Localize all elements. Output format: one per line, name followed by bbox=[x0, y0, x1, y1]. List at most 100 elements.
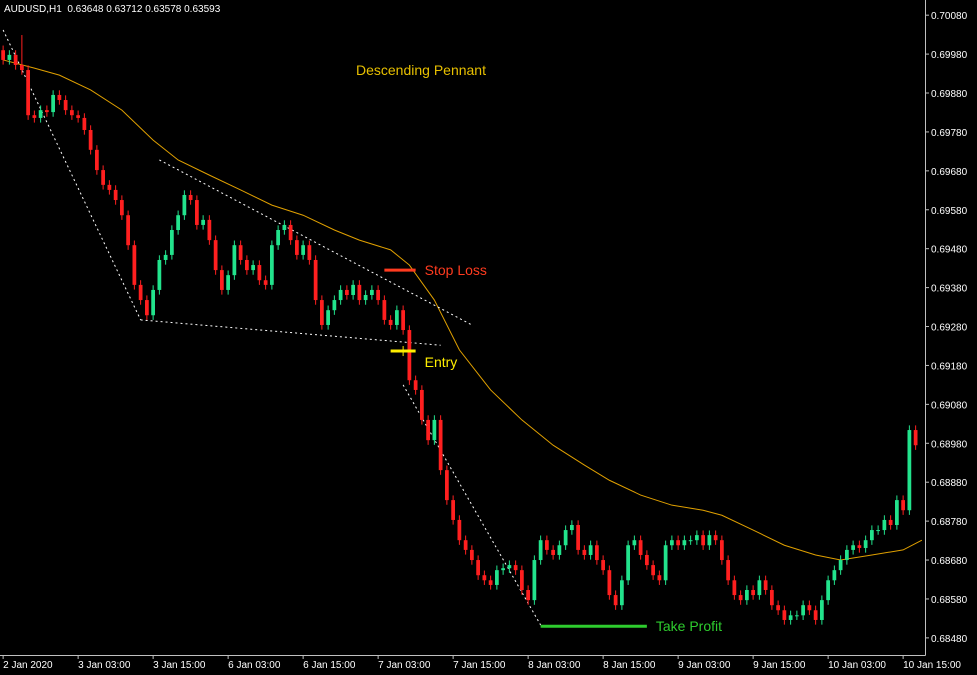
candle-body bbox=[770, 590, 774, 606]
candle-body bbox=[157, 259, 162, 290]
candle-body bbox=[676, 540, 680, 546]
candle-body bbox=[620, 580, 624, 606]
candle-body bbox=[601, 560, 605, 571]
candle-body bbox=[201, 219, 205, 225]
candle-body bbox=[113, 189, 118, 201]
x-tick-label: 6 Jan 03:00 bbox=[228, 660, 281, 671]
candle-body bbox=[151, 289, 155, 316]
candle-body bbox=[88, 129, 93, 150]
candle-body bbox=[870, 530, 874, 541]
candle-body bbox=[557, 545, 562, 555]
candle-body bbox=[7, 54, 12, 60]
candle-body bbox=[501, 568, 505, 571]
candle-body bbox=[351, 284, 355, 296]
candle-body bbox=[426, 419, 430, 441]
candle-body bbox=[713, 535, 718, 541]
candle-body bbox=[457, 519, 462, 541]
candle-body bbox=[788, 615, 793, 620]
trend-line bbox=[402, 384, 542, 626]
candle-body bbox=[232, 245, 237, 276]
y-tick-label: 0.70080 bbox=[931, 11, 968, 22]
candle-body bbox=[813, 610, 818, 620]
x-tick-label: 3 Jan 03:00 bbox=[78, 660, 131, 671]
candle-body bbox=[563, 530, 568, 546]
candle-body bbox=[470, 549, 474, 561]
candle-body bbox=[488, 580, 493, 585]
y-tick-label: 0.69280 bbox=[931, 323, 968, 334]
candle-body bbox=[782, 610, 787, 620]
trend-line bbox=[140, 319, 441, 346]
level-label: Take Profit bbox=[656, 618, 722, 634]
candle-body bbox=[763, 580, 768, 591]
candle-body bbox=[882, 519, 887, 531]
candle-body bbox=[820, 600, 824, 620]
candle-body bbox=[176, 215, 180, 231]
candle-body bbox=[495, 570, 499, 585]
candle-body bbox=[13, 54, 18, 65]
level-label: Stop Loss bbox=[425, 262, 487, 278]
candle-body bbox=[257, 265, 262, 281]
candle-body bbox=[438, 419, 443, 471]
candle-body bbox=[26, 70, 30, 116]
candle-body bbox=[95, 149, 99, 171]
y-tick-label: 0.68580 bbox=[931, 595, 968, 606]
candle-body bbox=[582, 549, 587, 555]
x-tick-label: 9 Jan 15:00 bbox=[753, 660, 806, 671]
candle-body bbox=[420, 389, 424, 420]
x-tick-label: 7 Jan 03:00 bbox=[378, 660, 431, 671]
candle-body bbox=[538, 540, 543, 561]
candle-body bbox=[120, 200, 124, 216]
candle-body bbox=[326, 310, 330, 325]
y-tick-label: 0.69180 bbox=[931, 361, 968, 372]
candle-body bbox=[507, 565, 512, 569]
candle-body bbox=[551, 549, 555, 555]
candle-body bbox=[807, 605, 812, 611]
y-tick-label: 0.68480 bbox=[931, 634, 968, 645]
candle-body bbox=[363, 295, 368, 301]
candle-body bbox=[682, 540, 687, 546]
candle-body bbox=[832, 570, 837, 581]
candle-body bbox=[901, 500, 905, 511]
y-tick-label: 0.69780 bbox=[931, 128, 968, 139]
candle-body bbox=[295, 240, 299, 255]
candle-body bbox=[907, 430, 912, 511]
candle-body bbox=[895, 500, 899, 526]
candle-body bbox=[776, 605, 780, 611]
candle-body bbox=[613, 595, 618, 606]
y-tick-label: 0.69380 bbox=[931, 284, 968, 295]
candle-body bbox=[463, 540, 468, 550]
candle-body bbox=[320, 300, 324, 325]
candle-body bbox=[801, 605, 805, 616]
candle-body bbox=[213, 240, 218, 271]
candle-body bbox=[313, 259, 318, 301]
candle-body bbox=[288, 224, 293, 241]
candle-body bbox=[857, 545, 862, 548]
candle-body bbox=[82, 117, 87, 130]
candle-body bbox=[913, 430, 918, 446]
candle-body bbox=[701, 535, 705, 546]
candle-body bbox=[332, 300, 337, 311]
candle-body bbox=[301, 245, 305, 255]
candle-body bbox=[588, 545, 593, 555]
candle-body bbox=[251, 265, 255, 271]
candle-body bbox=[532, 560, 537, 601]
candle-body bbox=[51, 94, 55, 113]
candle-body bbox=[451, 500, 455, 520]
moving-average bbox=[2, 59, 923, 561]
candle-body bbox=[282, 224, 287, 231]
chart-title: AUDUSD,H1 0.63648 0.63712 0.63578 0.6359… bbox=[4, 4, 221, 15]
x-tick-label: 2 Jan 2020 bbox=[3, 660, 53, 671]
candle-body bbox=[38, 110, 43, 118]
candle-body bbox=[307, 245, 312, 260]
candle-body bbox=[226, 275, 230, 290]
candle-body bbox=[263, 280, 268, 285]
candle-body bbox=[688, 540, 693, 542]
candle-body bbox=[63, 100, 68, 111]
candle-body bbox=[720, 540, 724, 561]
candle-body bbox=[138, 284, 143, 301]
candle-body bbox=[745, 590, 749, 601]
y-tick-label: 0.69480 bbox=[931, 245, 968, 256]
y-tick-label: 0.69580 bbox=[931, 206, 968, 217]
